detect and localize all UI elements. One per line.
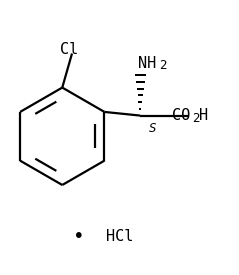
Text: HCl: HCl [106,229,133,244]
Text: NH: NH [138,56,156,70]
Text: CO: CO [172,108,190,123]
Text: 2: 2 [193,112,200,125]
Text: H: H [199,108,208,123]
Text: S: S [149,122,156,135]
Text: •: • [73,227,85,246]
Text: Cl: Cl [60,42,78,57]
Text: 2: 2 [159,59,166,72]
